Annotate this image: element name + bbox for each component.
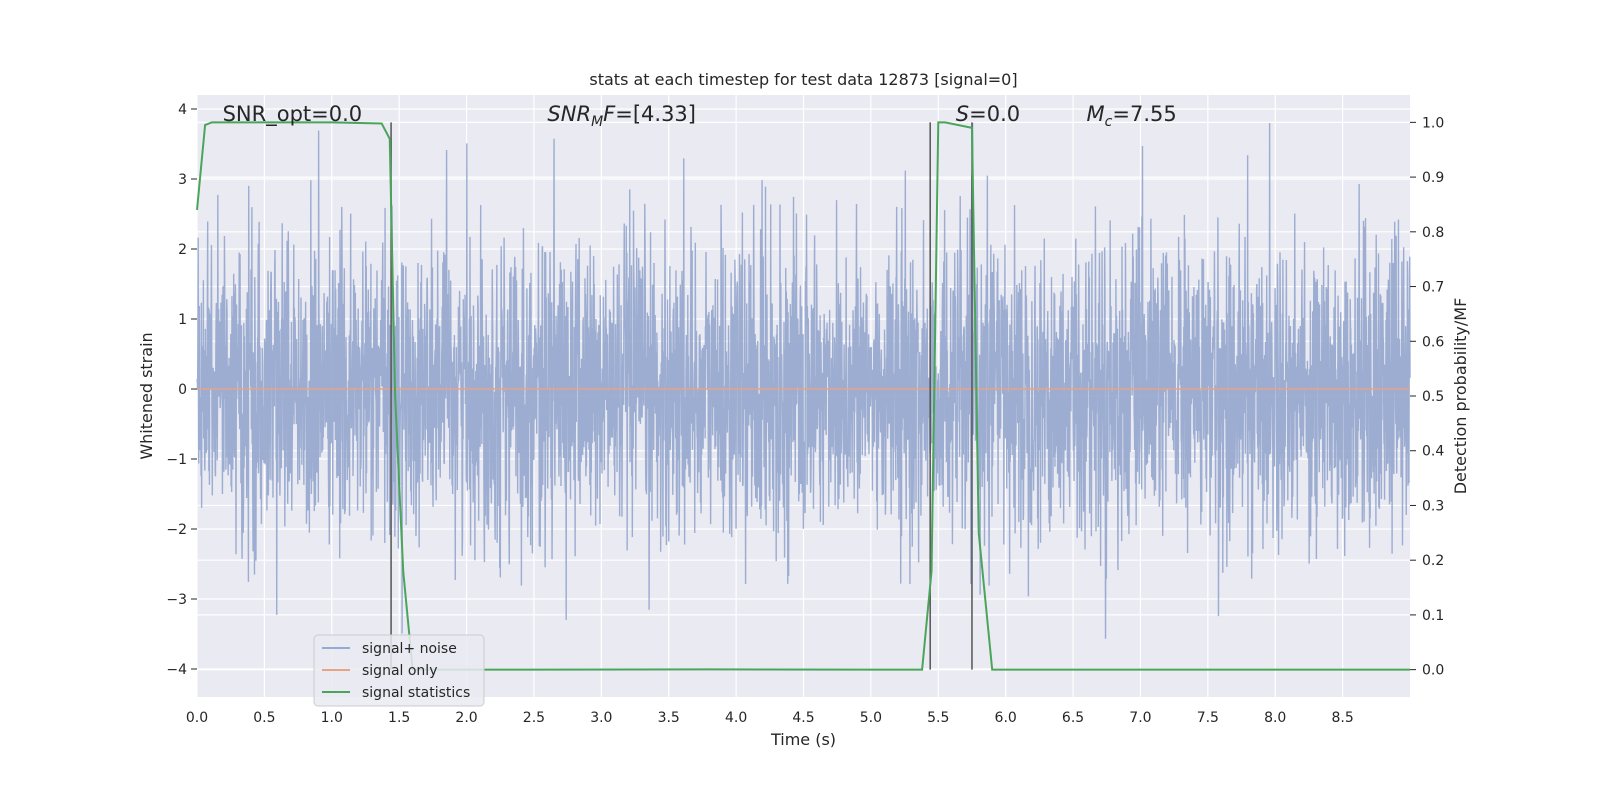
y-left-tick-label: −4 xyxy=(166,662,187,678)
y-left-tick-label: 1 xyxy=(178,312,187,328)
y-left-axis-ticks: 4 3 2 1 0 −1 −2 −3 −4 xyxy=(166,102,197,678)
y-right-tick-label: 0.0 xyxy=(1422,663,1444,679)
y-axis-label-right: Detection probability/MF xyxy=(1451,298,1470,495)
x-tick-label: 3.0 xyxy=(590,710,612,726)
chart-title: stats at each timestep for test data 128… xyxy=(589,70,1017,89)
x-tick-label: 4.5 xyxy=(792,710,814,726)
x-tick-label: 5.0 xyxy=(860,710,882,726)
x-axis-label: Time (s) xyxy=(770,730,836,749)
annotation-text: S=0.0 xyxy=(956,102,1020,126)
y-left-tick-label: 0 xyxy=(178,382,187,398)
y-right-tick-label: 0.3 xyxy=(1422,498,1444,514)
statistics-line xyxy=(196,121,1410,671)
y-right-tick-label: 0.4 xyxy=(1422,444,1444,460)
legend-label-signal-statistics: signal statistics xyxy=(362,685,470,701)
y-left-tick-label: −2 xyxy=(166,522,187,538)
series-signal-noise xyxy=(196,122,1411,639)
y-right-tick-label: 0.8 xyxy=(1422,225,1444,241)
y-right-tick-label: 0.7 xyxy=(1422,280,1444,296)
x-tick-label: 3.5 xyxy=(658,710,680,726)
y-right-tick-label: 0.5 xyxy=(1422,389,1444,405)
x-tick-label: 8.5 xyxy=(1331,710,1353,726)
annotation-text: SNR_opt=0.0 xyxy=(223,102,363,127)
annotation-text: SNRMF=[4.33] xyxy=(547,102,696,130)
x-tick-label: 0.0 xyxy=(186,710,208,726)
legend-label-signal-noise: signal+ noise xyxy=(362,641,457,657)
x-tick-label: 2.0 xyxy=(455,710,477,726)
series-signal-statistics xyxy=(196,121,1410,671)
y-right-tick-label: 0.1 xyxy=(1422,608,1444,624)
annotation-text: Mc=7.55 xyxy=(1087,102,1177,130)
x-tick-label: 6.0 xyxy=(995,710,1017,726)
y-left-tick-label: 3 xyxy=(178,172,187,188)
legend-box xyxy=(313,634,485,707)
x-tick-label: 2.5 xyxy=(523,710,545,726)
y-right-tick-label: 0.6 xyxy=(1422,334,1444,350)
y-right-axis-ticks: 1.0 0.9 0.8 0.7 0.6 0.5 0.4 0.3 0.2 0.1 0.0 xyxy=(1410,115,1444,679)
x-tick-label: 5.5 xyxy=(927,710,949,726)
noise-line xyxy=(196,122,1411,639)
x-tick-label: 7.0 xyxy=(1129,710,1151,726)
x-tick-label: 0.5 xyxy=(253,710,275,726)
y-right-tick-label: 0.2 xyxy=(1422,553,1444,569)
y-right-tick-label: 0.9 xyxy=(1422,170,1444,186)
x-tick-label: 6.5 xyxy=(1062,710,1084,726)
legend-label-signal-only: signal only xyxy=(362,663,437,679)
y-axis-label-left: Whitened strain xyxy=(137,332,156,459)
x-tick-label: 1.5 xyxy=(388,710,410,726)
y-left-tick-label: −1 xyxy=(166,452,187,468)
legend: signal+ noise signal only signal statist… xyxy=(313,634,485,707)
y-left-tick-label: −3 xyxy=(166,592,187,608)
x-tick-label: 7.5 xyxy=(1197,710,1219,726)
x-tick-label: 8.0 xyxy=(1264,710,1286,726)
y-right-tick-label: 1.0 xyxy=(1422,115,1444,131)
x-tick-label: 1.0 xyxy=(321,710,343,726)
y-left-tick-label: 2 xyxy=(178,242,187,258)
y-left-tick-label: 4 xyxy=(178,102,187,118)
annotations: SNR_opt=0.0 SNRMF=[4.33] S=0.0 Mc=7.55 xyxy=(223,102,1177,130)
x-axis-ticks: 0.0 0.5 1.0 1.5 2.0 2.5 3.0 3.5 4.0 4.5 5.0 5.5 6.0 6… xyxy=(186,710,1354,726)
x-tick-label: 4.0 xyxy=(725,710,747,726)
